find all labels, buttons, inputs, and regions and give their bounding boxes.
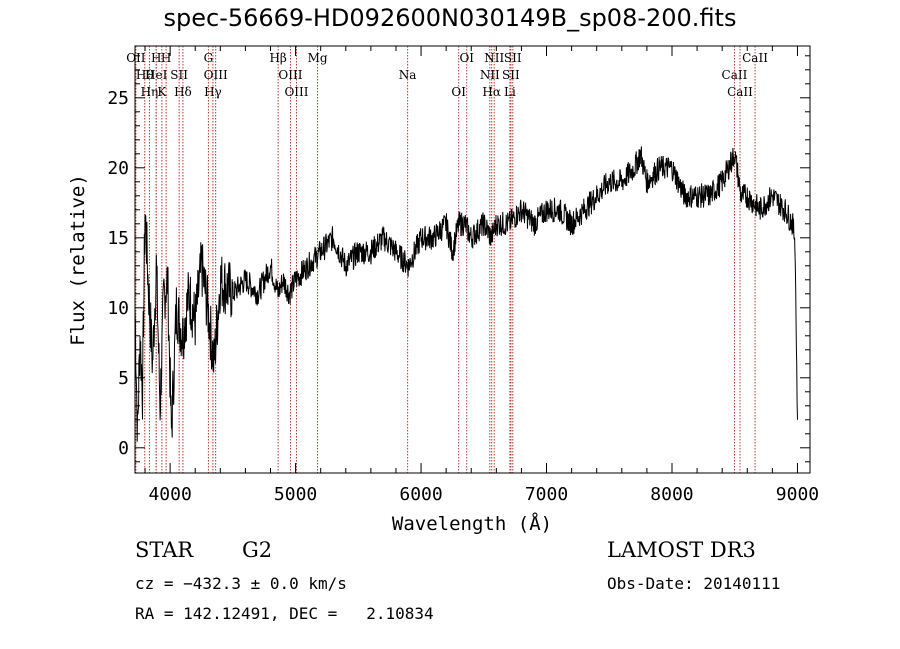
line-label: NII — [484, 51, 504, 65]
line-label: H — [161, 51, 171, 65]
line-label: CaII — [727, 85, 753, 99]
survey-label: LAMOST DR3 — [607, 538, 756, 562]
line-label: CaII — [742, 51, 768, 65]
object-class: STAR — [135, 538, 194, 562]
line-label: NII — [480, 68, 500, 82]
x-tick-label: 7000 — [525, 484, 568, 505]
x-tick-label: 8000 — [650, 484, 693, 505]
line-label: OIII — [284, 85, 308, 99]
line-label: CaII — [722, 68, 748, 82]
line-label: SII — [504, 51, 522, 65]
line-labels: OII Hθ Hη H HeI K H SII Hδ G OIII Hγ Hβ OIII OIII Mg Na O… — [126, 51, 768, 99]
line-label: Hθ — [136, 68, 154, 82]
spectrum-series-line — [134, 146, 798, 442]
y-tick-label: 5 — [118, 368, 129, 389]
line-label: Li — [504, 85, 516, 99]
line-label: OI — [459, 51, 474, 65]
coordinates: RA = 142.12491, DEC = 2.10834 — [135, 604, 434, 623]
y-tick-label: 10 — [107, 298, 129, 319]
y-tick-label: 20 — [107, 158, 129, 179]
chart-title: spec-56669-HD092600N030149B_sp08-200.fit… — [163, 4, 737, 32]
obs-date: Obs-Date: 20140111 — [607, 574, 781, 593]
line-label: OIII — [204, 68, 228, 82]
x-tick-label: 6000 — [399, 484, 442, 505]
line-label: Hη — [141, 85, 159, 99]
x-tick-label: 4000 — [148, 484, 191, 505]
line-label: OIII — [278, 68, 302, 82]
line-label: OII — [126, 51, 146, 65]
object-subclass: G2 — [242, 538, 273, 562]
line-label: HeI — [145, 68, 168, 82]
line-label: OI — [451, 85, 466, 99]
line-label: K — [157, 85, 167, 99]
line-label: H — [151, 51, 161, 65]
line-label: SII — [502, 68, 520, 82]
x-axis-label: Wavelength (Å) — [392, 512, 552, 535]
x-tick-label: 5000 — [274, 484, 317, 505]
line-label: Hβ — [269, 51, 286, 65]
y-tick-label: 15 — [107, 228, 129, 249]
plot-frame — [134, 45, 811, 474]
line-label: Hα — [482, 85, 501, 99]
line-label: Hγ — [204, 85, 222, 99]
y-tick-label: 25 — [107, 88, 129, 109]
axis-ticks: 4000 5000 6000 7000 8000 9000 0 5 10 15 20 25 — [107, 46, 819, 505]
line-label: Mg — [308, 51, 328, 65]
line-label: Na — [399, 68, 417, 82]
line-label: Hδ — [174, 85, 192, 99]
redshift-value: cz = −432.3 ± 0.0 km/s — [135, 574, 347, 593]
y-tick-label: 0 — [118, 438, 129, 459]
line-markers — [135, 46, 756, 473]
x-tick-label: 9000 — [776, 484, 819, 505]
line-label: G — [204, 51, 214, 65]
line-label: SII — [170, 68, 188, 82]
y-axis-label: Flux (relative) — [67, 174, 89, 346]
